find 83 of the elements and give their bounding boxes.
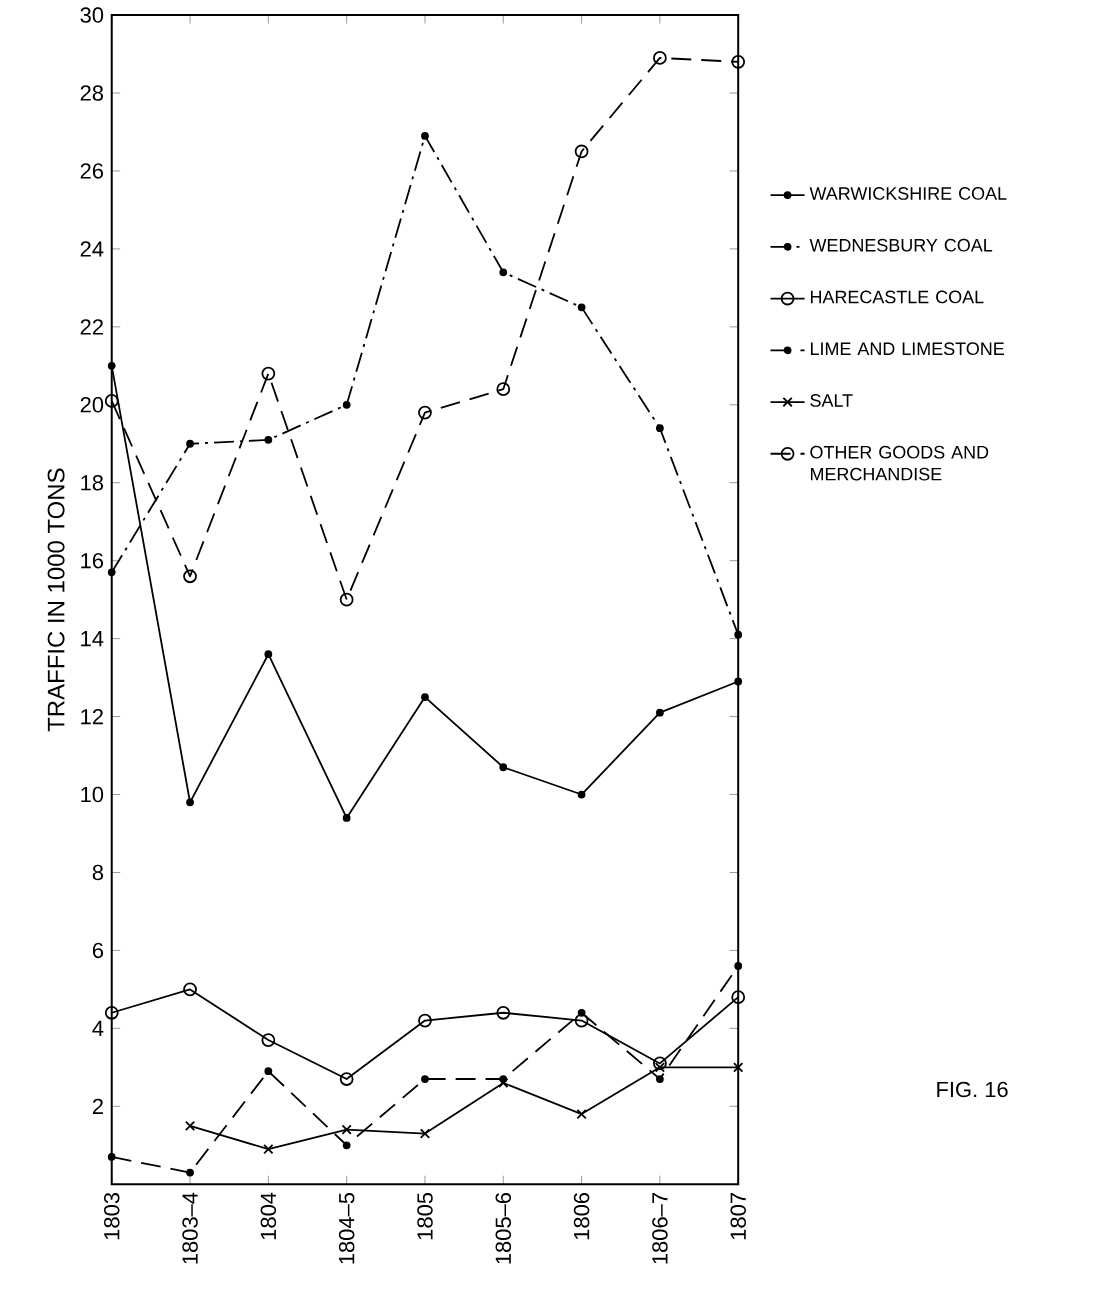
point (419, 1128, 430, 1139)
point (655, 424, 664, 433)
point (185, 798, 194, 807)
point (496, 1005, 510, 1020)
point (183, 982, 197, 997)
point (341, 1124, 352, 1135)
point (107, 1153, 116, 1161)
y-tick-label: 10 (81, 786, 103, 803)
point (184, 1120, 196, 1131)
y-tick-label: 22 (80, 319, 103, 335)
point (577, 790, 586, 799)
x-tick-label: 1803 (103, 1192, 120, 1240)
point (652, 51, 667, 65)
legend-label: WEDNESBURY COAL (809, 238, 992, 252)
legend-label: WARWICKSHIRE COAL (809, 187, 1007, 200)
point (261, 366, 276, 381)
point (731, 54, 745, 69)
y-tick-label: 14 (81, 631, 104, 647)
x-tick-label: 1806 (573, 1192, 590, 1240)
point (734, 962, 742, 970)
x-tick-label: 1805 (417, 1192, 433, 1240)
y-tick-label: 4 (92, 1020, 104, 1036)
y-tick-label: 6 (92, 942, 103, 959)
point (185, 1168, 194, 1177)
x-tick-label: 1803–4 (182, 1192, 198, 1264)
point (655, 708, 664, 717)
point (574, 144, 589, 159)
legend-label: OTHER GOODS AND MERCHANDISE (810, 445, 989, 481)
point (417, 1013, 432, 1028)
y-tick-label: 30 (80, 7, 103, 23)
legend-label: LIME AND LIMESTONE (810, 342, 1004, 356)
y-tick-label: 12 (81, 708, 103, 725)
y-tick-label: 16 (81, 552, 103, 569)
y-tick-label: 24 (80, 241, 104, 257)
caption: FIG. 16 (937, 1081, 1008, 1098)
point (420, 131, 429, 140)
x-tick-label: 1807 (730, 1193, 746, 1240)
point (654, 1062, 665, 1073)
point (104, 394, 119, 408)
point (652, 1056, 667, 1071)
y-tick-label: 28 (80, 85, 103, 101)
x-tick-label: 1805–6 (495, 1192, 511, 1264)
point (339, 592, 354, 607)
point (339, 1072, 354, 1086)
point (261, 1033, 276, 1047)
point (734, 677, 742, 686)
point (499, 268, 508, 277)
point (342, 400, 351, 409)
y-tick-label: 8 (92, 864, 103, 881)
x-tick-label: 1804 (260, 1192, 276, 1240)
point (577, 1008, 586, 1017)
point (104, 1005, 119, 1020)
x-tick-label: 1806–7 (651, 1193, 668, 1264)
y-axis-title: TRAFFIC IN 1000 TONS (47, 468, 65, 732)
point (342, 814, 351, 822)
point (107, 361, 116, 370)
point (264, 435, 273, 444)
point (185, 439, 194, 448)
point (577, 303, 586, 312)
point (263, 1144, 274, 1155)
point (264, 650, 273, 659)
y-tick-label: 18 (81, 474, 103, 491)
y-tick-label: 2 (92, 1098, 103, 1114)
point (417, 405, 432, 420)
point (183, 569, 197, 584)
point (420, 1075, 429, 1083)
x-tick-label: 1804–5 (338, 1192, 355, 1264)
point (734, 630, 742, 639)
point (732, 1062, 744, 1073)
y-tick-label: 20 (80, 397, 103, 413)
point (342, 1141, 351, 1150)
legend-label: SALT (810, 394, 853, 407)
point (499, 763, 508, 772)
point (576, 1108, 587, 1120)
point (731, 990, 745, 1005)
point (420, 693, 429, 701)
point (496, 382, 510, 397)
point (264, 1067, 273, 1076)
point (107, 568, 116, 577)
point (574, 1013, 589, 1028)
point (655, 1075, 664, 1083)
y-tick-label: 26 (80, 163, 103, 179)
legend-label: HARECASTLE COAL (810, 290, 984, 304)
